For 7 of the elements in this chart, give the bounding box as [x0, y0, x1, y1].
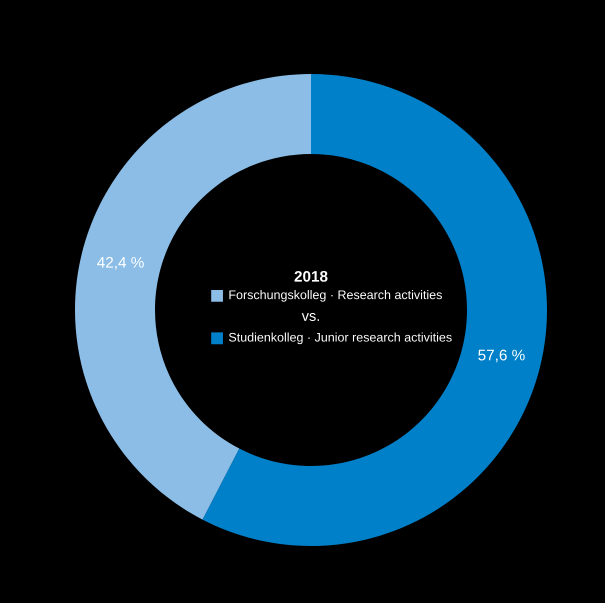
- data-label: 57,6 %: [478, 350, 525, 362]
- data-label: 42,4 %: [97, 256, 144, 270]
- legend-label: Forschungskolleg · Research activities: [229, 290, 442, 302]
- legend-label: Studienkolleg · Junior research activities: [228, 332, 452, 344]
- text: vs.: [302, 313, 319, 321]
- donut-slice: [202, 74, 547, 546]
- legend-title: 2018: [294, 270, 328, 282]
